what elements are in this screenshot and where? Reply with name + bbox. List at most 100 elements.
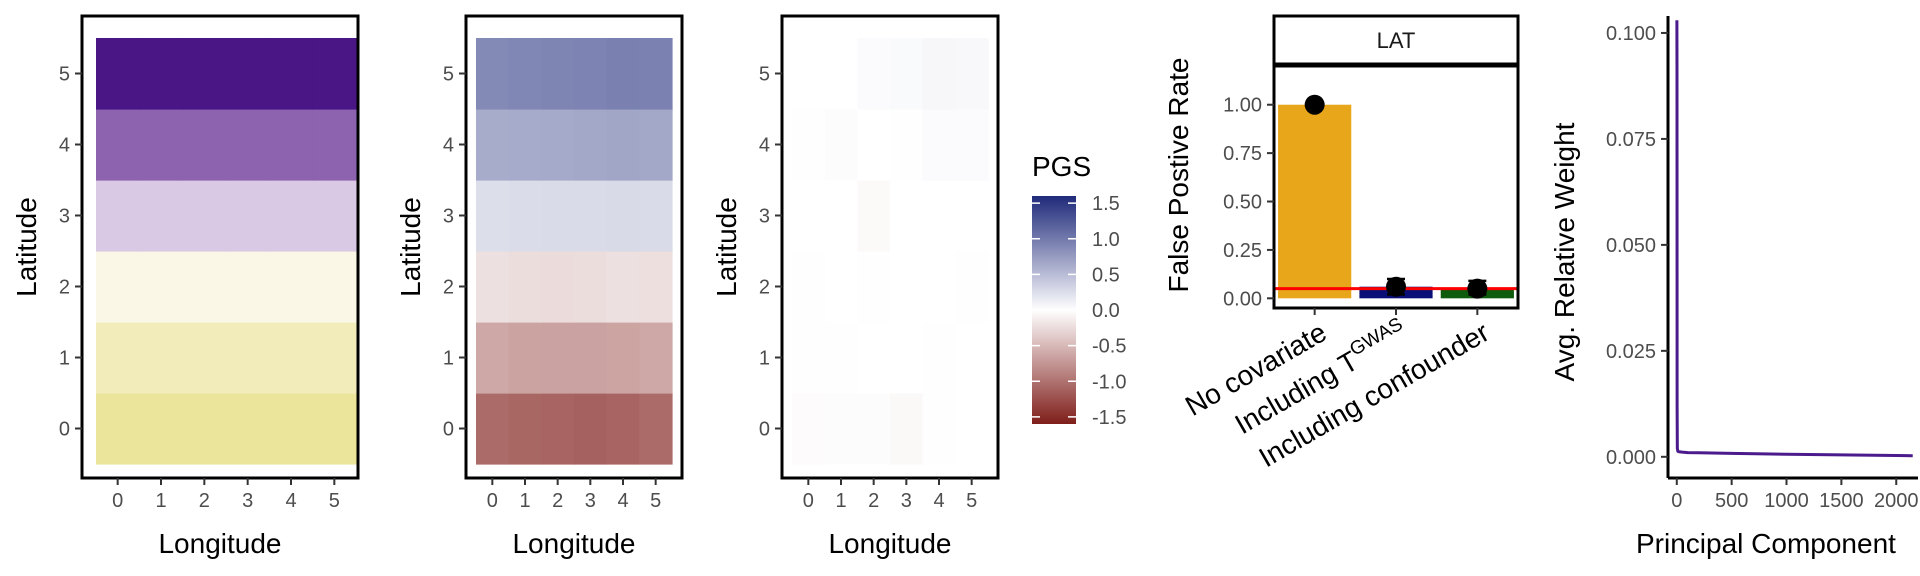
x-tick-label: 1 <box>155 490 166 512</box>
x-axis-title: Longitude <box>828 528 951 559</box>
heatmap-cell <box>792 393 826 465</box>
heatmap-cell <box>922 109 956 181</box>
heatmap-cell <box>182 38 227 110</box>
heatmap-cell <box>639 180 673 252</box>
y-tick-label: 1 <box>759 348 770 370</box>
heatmap-cell <box>312 251 357 323</box>
legend-tick-label: 1.0 <box>1092 229 1120 251</box>
y-tick-label: 3 <box>443 206 454 228</box>
heatmap-cell <box>890 109 924 181</box>
heatmap-cell <box>857 38 891 110</box>
heatmap-cell <box>541 393 575 465</box>
x-tick-label: 4 <box>285 490 296 512</box>
heatmap-cell <box>182 251 227 323</box>
heatmap-cell <box>606 251 640 323</box>
y-axis-title: Latitude <box>11 197 42 297</box>
y-tick-label: 1 <box>443 348 454 370</box>
x-axis-title: Principal Component <box>1636 528 1896 559</box>
legend-tick-label: 0.5 <box>1092 264 1120 286</box>
heatmap-cell <box>824 38 858 110</box>
heatmap-panel-1: 0 1 2 3 4 5 0 1 2 3 4 5 Longitude Latitude <box>11 14 360 559</box>
heatmap-cell <box>857 393 891 465</box>
heatmap-cell <box>792 180 826 252</box>
facet-strip-label: LAT <box>1377 28 1416 53</box>
heatmap-cell <box>226 251 270 323</box>
heatmap-cell <box>182 180 227 252</box>
legend-tick-label: -0.5 <box>1092 336 1126 358</box>
mean-point <box>1386 276 1406 297</box>
heatmap-cell <box>476 180 510 252</box>
heatmap-cell <box>476 38 510 110</box>
heatmap-cell <box>541 180 575 252</box>
mean-point <box>1467 278 1488 299</box>
heatmap-cell <box>922 393 956 465</box>
heatmap-cell <box>96 109 140 181</box>
heatmap-cell <box>574 393 608 465</box>
heatmap-cell <box>955 322 989 394</box>
heatmap-cell <box>139 393 184 465</box>
y-tick-label: 0.050 <box>1606 235 1656 257</box>
x-tick-label: 1 <box>835 490 846 512</box>
heatmap-cell <box>606 38 640 110</box>
heatmap-cell <box>541 38 575 110</box>
legend-tick-label: -1.0 <box>1092 371 1126 393</box>
heatmap-cell <box>792 322 826 394</box>
heatmap-cell <box>508 393 542 465</box>
heatmap-cell <box>476 251 510 323</box>
heatmap-cell <box>792 38 826 110</box>
heatmap-cell <box>269 322 314 394</box>
legend-tick-label: 1.5 <box>1092 193 1120 215</box>
heatmap-cell <box>824 251 858 323</box>
x-tick-label: 4 <box>617 490 628 512</box>
legend-tick-label: -1.5 <box>1092 407 1126 429</box>
heatmap-cell <box>574 251 608 323</box>
heatmap-cell <box>824 180 858 252</box>
heatmap-cell <box>312 38 357 110</box>
y-axis-title: False Postive Rate <box>1163 58 1194 293</box>
y-tick-label: 3 <box>759 206 770 228</box>
x-tick-label: 3 <box>901 490 912 512</box>
y-tick-label: 0.75 <box>1223 143 1262 165</box>
heatmap-cell <box>139 109 184 181</box>
heatmap-cell <box>824 322 858 394</box>
x-axis-title: Longitude <box>512 528 635 559</box>
y-tick-label: 0.025 <box>1606 341 1656 363</box>
y-tick-label: 2 <box>759 277 770 299</box>
mean-point <box>1304 94 1325 115</box>
x-tick-label: 2 <box>868 490 879 512</box>
y-axis-title: Latitude <box>711 197 742 297</box>
heatmap-cell <box>606 322 640 394</box>
y-tick-label: 4 <box>759 135 770 157</box>
heatmap-cell <box>922 322 956 394</box>
x-tick-label: 2000 <box>1874 490 1919 512</box>
heatmap-cell <box>508 322 542 394</box>
heatmap-cell <box>890 180 924 252</box>
heatmap-cell <box>508 38 542 110</box>
heatmap-cell <box>792 109 826 181</box>
y-tick-label: 0.075 <box>1606 129 1656 151</box>
heatmap-cell <box>269 180 314 252</box>
x-tick-label: 2 <box>552 490 563 512</box>
heatmap-cell <box>96 180 140 252</box>
x-tick-label: 0 <box>487 490 498 512</box>
x-tick-label: 1500 <box>1819 490 1864 512</box>
heatmap-cell <box>857 109 891 181</box>
heatmap-cell <box>269 393 314 465</box>
heatmap-cell <box>824 393 858 465</box>
panel-border <box>780 14 1000 480</box>
heatmap-cell <box>226 393 270 465</box>
x-tick-label: 2 <box>199 490 210 512</box>
x-tick-label: 3 <box>242 490 253 512</box>
heatmap-cell <box>574 180 608 252</box>
heatmap-cell <box>269 38 314 110</box>
y-tick-label: 3 <box>59 206 70 228</box>
heatmap-cell <box>269 251 314 323</box>
y-tick-label: 0.00 <box>1223 288 1262 310</box>
heatmap-cell <box>955 393 989 465</box>
heatmap-cell <box>96 393 140 465</box>
heatmap-cell <box>226 38 270 110</box>
panel-border <box>80 14 360 480</box>
